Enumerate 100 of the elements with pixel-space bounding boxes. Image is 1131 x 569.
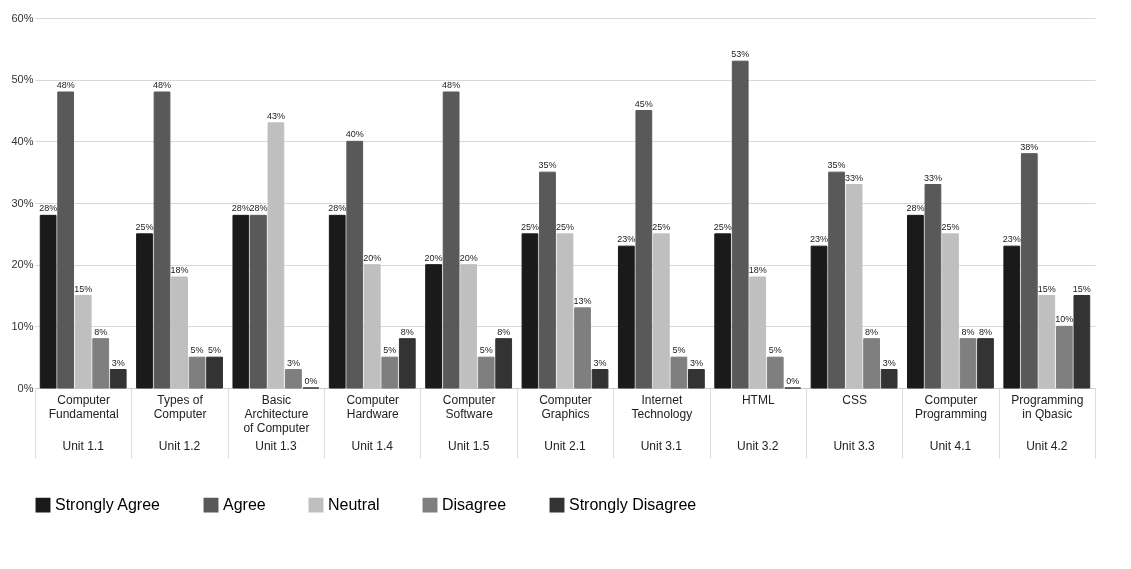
x-tick-label: Types of Computer xyxy=(153,392,207,421)
text: Unit 3.3 xyxy=(833,439,876,453)
bar xyxy=(942,233,959,389)
data-label: 28% xyxy=(231,203,250,214)
bar xyxy=(924,184,942,389)
bar xyxy=(670,356,688,389)
data-label: 3% xyxy=(593,357,607,368)
bar xyxy=(188,356,206,389)
text: Unit 4.2 xyxy=(1026,439,1068,453)
text: Unit 3.1 xyxy=(640,439,683,453)
data-label: 25% xyxy=(652,221,671,232)
data-label: 33% xyxy=(923,172,942,183)
data-label: 38% xyxy=(1020,141,1039,152)
y-tick-label: 60% xyxy=(11,11,34,24)
text: Unit 1.2 xyxy=(158,439,201,453)
data-label: 3% xyxy=(286,357,300,368)
bar xyxy=(109,369,127,389)
data-label: 8% xyxy=(978,326,992,337)
text: Unit 1.3 xyxy=(255,439,297,453)
data-label: 5% xyxy=(383,345,397,356)
bar xyxy=(136,233,153,389)
bar xyxy=(688,369,705,389)
bar xyxy=(57,91,75,389)
legend-label: Strongly Agree xyxy=(55,496,161,514)
data-label: 5% xyxy=(190,345,204,356)
bar xyxy=(1055,325,1073,389)
bar xyxy=(232,214,250,389)
bar xyxy=(346,140,364,389)
data-label: 25% xyxy=(941,221,960,232)
bar xyxy=(521,233,539,389)
data-label: 5% xyxy=(479,345,493,356)
x-tick-label: HTML xyxy=(741,392,775,407)
data-label: 40% xyxy=(345,129,364,140)
data-label: 28% xyxy=(906,203,925,214)
x-tick-label: Computer Software xyxy=(442,392,496,421)
legend-label: Strongly Disagree xyxy=(569,496,697,514)
data-label: 5% xyxy=(768,345,782,356)
bar xyxy=(153,91,171,389)
bar xyxy=(652,233,670,389)
text: Unit 4.1 xyxy=(929,439,972,453)
bar xyxy=(1038,295,1056,389)
data-label: 53% xyxy=(731,49,750,60)
data-label: 23% xyxy=(1002,234,1021,245)
data-label: 48% xyxy=(442,80,461,90)
bar xyxy=(591,369,609,389)
data-label: 15% xyxy=(74,283,93,294)
text: Unit 1.5 xyxy=(447,439,490,453)
bar xyxy=(574,307,591,389)
bar xyxy=(635,110,653,389)
data-label: 5% xyxy=(672,345,686,356)
data-label: 48% xyxy=(153,80,172,90)
data-label: 8% xyxy=(961,326,975,337)
bar xyxy=(425,264,442,389)
bar xyxy=(1020,153,1038,389)
bar xyxy=(539,171,556,389)
legend-label: Agree xyxy=(223,496,266,514)
bar xyxy=(1003,245,1021,389)
data-label: 8% xyxy=(94,326,108,337)
bar xyxy=(731,60,749,389)
data-label: 20% xyxy=(363,252,382,263)
data-label: 3% xyxy=(882,357,896,368)
bar xyxy=(39,214,57,389)
bar xyxy=(749,276,767,389)
y-tick-label: 0% xyxy=(17,381,34,394)
x-tick-label: Computer Hardware xyxy=(346,392,400,421)
bar xyxy=(617,245,635,389)
bar xyxy=(206,356,223,389)
bar xyxy=(381,356,399,389)
data-label: 5% xyxy=(208,345,222,356)
bar xyxy=(556,233,574,389)
text: Unit 1.1 xyxy=(62,439,105,453)
y-tick-label: 30% xyxy=(11,196,34,209)
data-label: 25% xyxy=(555,221,575,232)
bar xyxy=(267,122,285,389)
bar xyxy=(74,295,92,389)
bar xyxy=(714,233,732,389)
text: Unit 3.2 xyxy=(737,439,779,453)
bar xyxy=(1073,295,1091,389)
data-label: 25% xyxy=(135,221,154,232)
bar xyxy=(92,338,110,389)
data-label: 18% xyxy=(748,265,767,275)
legend-label: Neutral xyxy=(328,496,380,514)
bar xyxy=(766,356,784,389)
bar xyxy=(477,356,495,389)
data-label: 15% xyxy=(1037,283,1056,294)
data-label: 28% xyxy=(328,203,347,214)
data-label: 8% xyxy=(865,326,879,337)
data-label: 25% xyxy=(713,221,732,232)
bar xyxy=(250,214,267,389)
x-tick-label: Basic Architecture of Computer xyxy=(243,392,310,435)
data-label: 33% xyxy=(845,172,864,183)
x-tick-label: Internet Technology xyxy=(631,392,693,421)
data-label: 0% xyxy=(786,376,800,386)
data-label: 43% xyxy=(266,110,285,121)
bar xyxy=(398,338,416,389)
data-label: 15% xyxy=(1072,283,1091,294)
legend-label: Disagree xyxy=(442,496,507,514)
bar xyxy=(285,369,302,389)
data-label: 23% xyxy=(810,234,829,245)
bar xyxy=(171,276,188,389)
